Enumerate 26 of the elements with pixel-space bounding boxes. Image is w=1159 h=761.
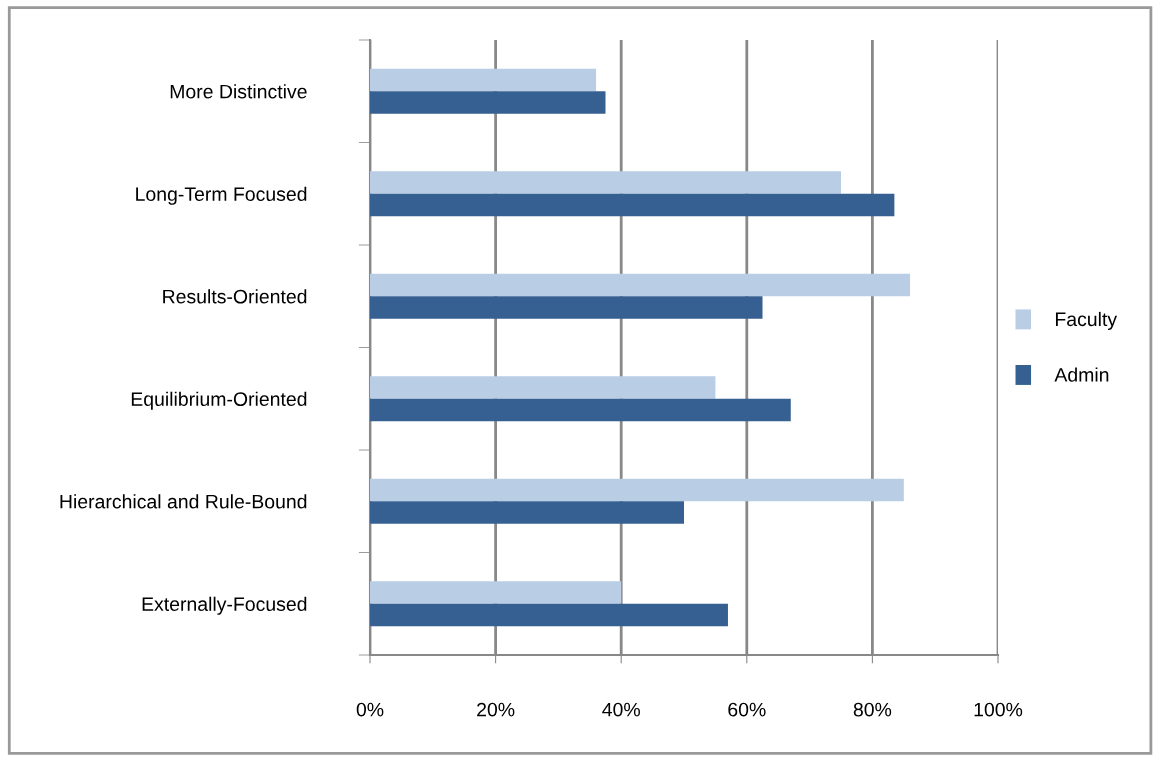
- bar: [370, 68, 597, 92]
- y-tick-label: Hierarchical and Rule-Bound: [60, 494, 307, 509]
- bar: [370, 376, 716, 399]
- bar: [370, 501, 684, 524]
- bar: [370, 91, 606, 114]
- bar: [370, 171, 841, 194]
- bar: [370, 603, 728, 627]
- legend-label: Faculty: [1055, 311, 1118, 330]
- bar: [370, 581, 622, 604]
- bar: [370, 273, 911, 297]
- y-tick-label: Externally-Focused: [142, 596, 307, 615]
- x-tick-label: 20%: [477, 702, 515, 717]
- x-tick-label: 0%: [356, 702, 384, 717]
- y-tick-label: Results-Oriented: [163, 289, 307, 304]
- x-tick-label: 60%: [728, 702, 766, 717]
- x-tick-label: 40%: [602, 702, 640, 717]
- bar: [370, 398, 791, 422]
- y-tick-label: Equilibrium-Oriented: [131, 391, 307, 410]
- bar: [370, 478, 904, 502]
- y-tick-label: More Distinctive: [170, 84, 307, 99]
- x-tick-label: 100%: [974, 702, 1023, 717]
- bar: [370, 296, 763, 319]
- y-tick-label: Long-Term Focused: [136, 186, 307, 205]
- bar: [370, 193, 895, 217]
- legend-label: Admin: [1054, 367, 1109, 382]
- x-tick-label: 80%: [853, 702, 892, 717]
